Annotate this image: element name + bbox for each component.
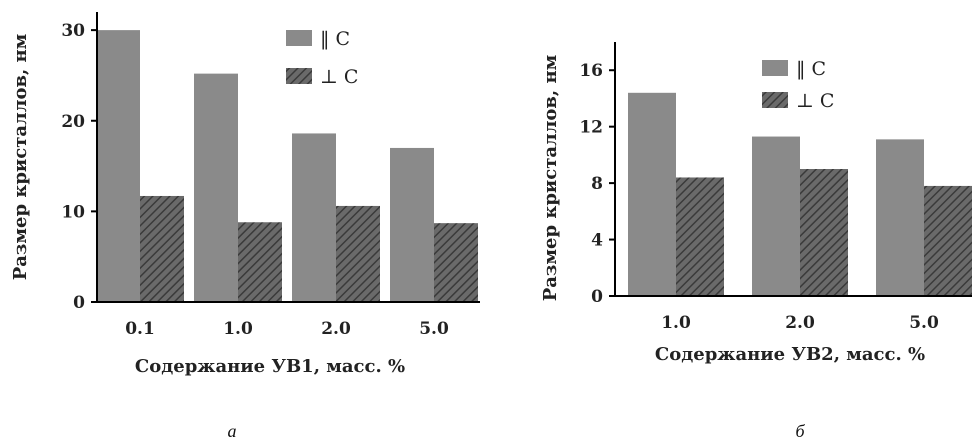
bar-parallel-3 [390,147,434,302]
bar-perpendicular-0 [140,195,184,302]
chart-panel-2: 1.0 2.0 5.0 0 4 8 12 16 Размер кристаллов, нм Сод… [540,42,972,441]
x-tick-label: 0.1 [125,319,155,339]
y-tick-label: 12 [579,118,603,138]
panel-label: а [228,421,237,441]
bar-parallel-2 [292,133,336,302]
y-tick-label: 4 [591,231,603,251]
legend-label-perpendicular: ⊥ C [796,90,834,112]
bar-perpendicular-1 [800,169,848,296]
legend-label-perpendicular: ⊥ C [320,66,358,88]
bar-parallel-0 [96,30,140,302]
y-tick-label: 30 [61,21,85,41]
y-tick-label: 8 [591,174,603,194]
bar-perpendicular-2 [336,205,380,302]
y-tick-label: 0 [73,293,85,313]
x-tick-label: 1.0 [223,319,253,339]
legend-swatch-perpendicular [762,92,788,108]
chart-panel-1: 0.1 1.0 2.0 5.0 0 10 20 30 Размер кристаллов, нм… [10,12,480,441]
x-axis-title: Содержание УВ1, масс. % [135,356,405,377]
x-tick-label: 5.0 [909,313,939,333]
legend-swatch-parallel [762,60,788,76]
bar-parallel-0 [628,92,676,296]
x-tick-label: 5.0 [419,319,449,339]
x-tick-label: 2.0 [785,313,815,333]
x-tick-label: 2.0 [321,319,351,339]
legend-label-parallel: ‖ C [320,28,350,50]
bar-parallel-1 [752,136,800,296]
bar-perpendicular-1 [238,222,282,302]
bar-parallel-2 [876,139,924,296]
bar-perpendicular-0 [676,177,724,296]
bar-perpendicular-3 [434,223,478,302]
y-tick-label: 0 [591,287,603,307]
legend-label-parallel: ‖ C [796,58,826,80]
legend-swatch-parallel [286,30,312,46]
bar-perpendicular-2 [924,185,972,296]
panel-label: б [795,421,805,441]
y-axis-title: Размер кристаллов, нм [10,33,31,280]
x-tick-label: 1.0 [661,313,691,333]
y-axis-title: Размер кристаллов, нм [540,54,561,301]
x-axis-title: Содержание УВ2, масс. % [655,344,925,365]
y-tick-label: 10 [61,202,85,222]
y-tick-label: 16 [579,61,603,81]
y-tick-label: 20 [61,112,85,132]
bar-parallel-1 [194,73,238,302]
legend-swatch-perpendicular [286,68,312,84]
